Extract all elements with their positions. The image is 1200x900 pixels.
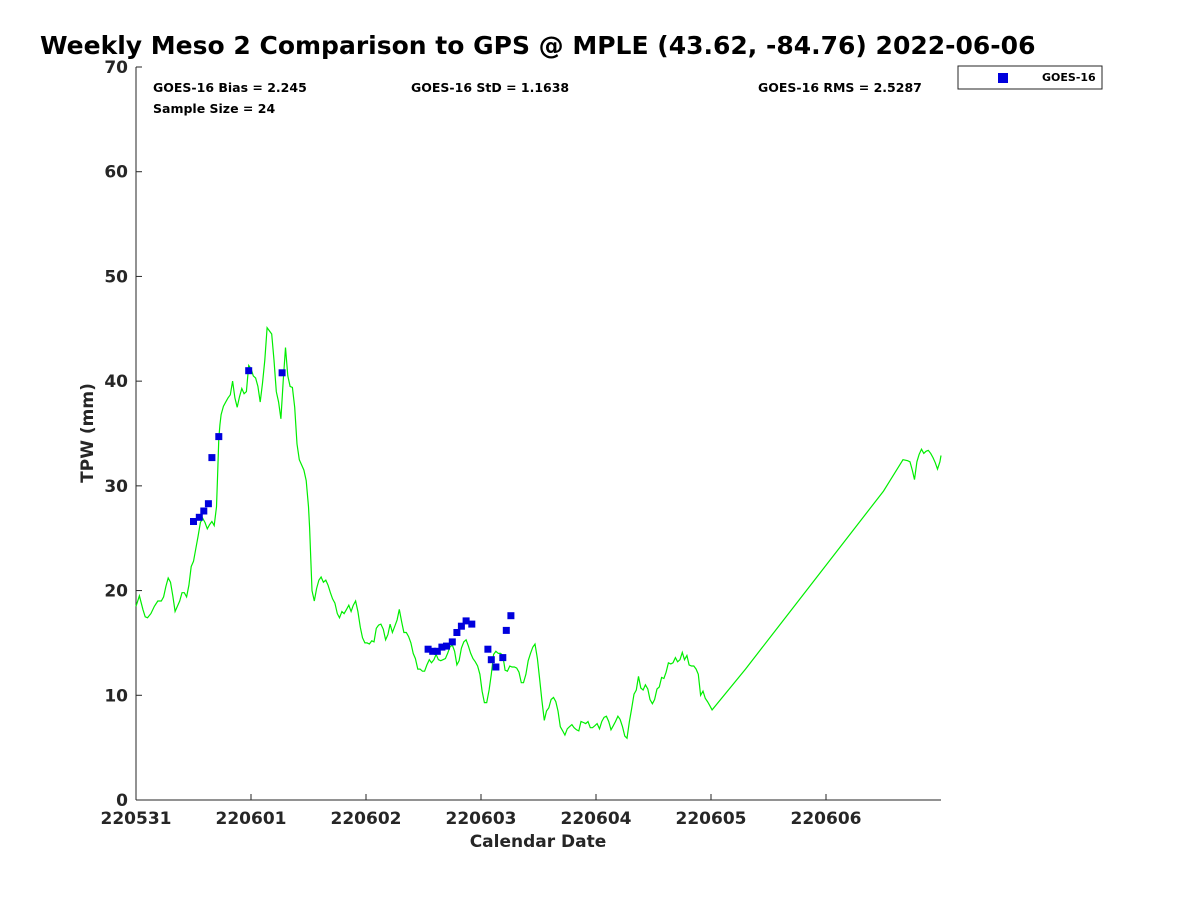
goes16-point [448, 638, 456, 646]
y-tick-label: 10 [104, 686, 128, 706]
goes16-point [245, 367, 253, 375]
legend-label-goes16: GOES-16 [1042, 71, 1096, 84]
goes16-point [443, 642, 450, 650]
gps-line-layer [135, 326, 942, 740]
sample-size-stat: Sample Size = 24 [153, 101, 275, 116]
goes16-point [453, 629, 461, 636]
legend: GOES-16 [957, 65, 1103, 90]
legend-box [957, 65, 1103, 90]
goes16-point [457, 622, 465, 630]
goes16-point [492, 663, 500, 671]
x-axis-ticks: 220531 220601 220602 220603 220604 220605 2206… [101, 794, 862, 829]
rms-stat: GOES-16 RMS = 2.5287 [758, 80, 922, 95]
y-axis-ticks: 0 10 20 30 40 50 60 70 [104, 58, 142, 811]
y-tick-label: 40 [104, 372, 128, 392]
y-tick-label: 30 [104, 477, 128, 497]
goes16-point [462, 617, 470, 625]
y-axis-label: TPW (mm) [78, 383, 98, 483]
goes16-point [429, 647, 437, 655]
x-tick-label: 220603 [446, 809, 517, 829]
goes16-point [484, 645, 492, 653]
legend-marker-goes16 [998, 73, 1008, 83]
goes16-point [499, 654, 507, 662]
plot-area: 0 10 20 30 40 50 60 70 220531 220601 220602 220603… [101, 58, 942, 829]
x-axis-label: Calendar Date [470, 832, 607, 852]
goes16-point [190, 518, 197, 525]
goes16-point [204, 500, 212, 508]
goes16-point [215, 433, 223, 441]
goes16-point [507, 612, 515, 620]
goes16-point [487, 656, 495, 664]
x-tick-label: 220601 [216, 809, 287, 829]
chart-title: Weekly Meso 2 Comparison to GPS @ MPLE (… [40, 31, 1035, 60]
goes16-point [502, 626, 510, 634]
y-tick-label: 50 [104, 267, 128, 287]
x-tick-label: 220604 [561, 809, 632, 829]
x-tick-label: 220531 [101, 809, 172, 829]
y-tick-label: 60 [104, 163, 128, 183]
goes16-point [438, 643, 446, 651]
goes16-point [433, 647, 441, 655]
goes16-point [195, 513, 203, 521]
goes16-point [468, 620, 476, 628]
x-tick-label: 220606 [791, 809, 862, 829]
gps-tpw-line [135, 326, 942, 740]
goes16-point [424, 645, 432, 653]
bias-stat: GOES-16 Bias = 2.245 [153, 80, 307, 95]
goes16-point [200, 507, 208, 515]
std-stat: GOES-16 StD = 1.1638 [411, 80, 569, 95]
y-tick-label: 20 [104, 582, 128, 602]
goes16-point [278, 369, 286, 377]
goes16-points-layer [190, 367, 515, 671]
goes16-point [208, 454, 216, 462]
x-tick-label: 220602 [331, 809, 402, 829]
y-tick-label: 0 [116, 791, 128, 811]
x-tick-label: 220605 [676, 809, 747, 829]
y-tick-label: 70 [104, 58, 128, 78]
